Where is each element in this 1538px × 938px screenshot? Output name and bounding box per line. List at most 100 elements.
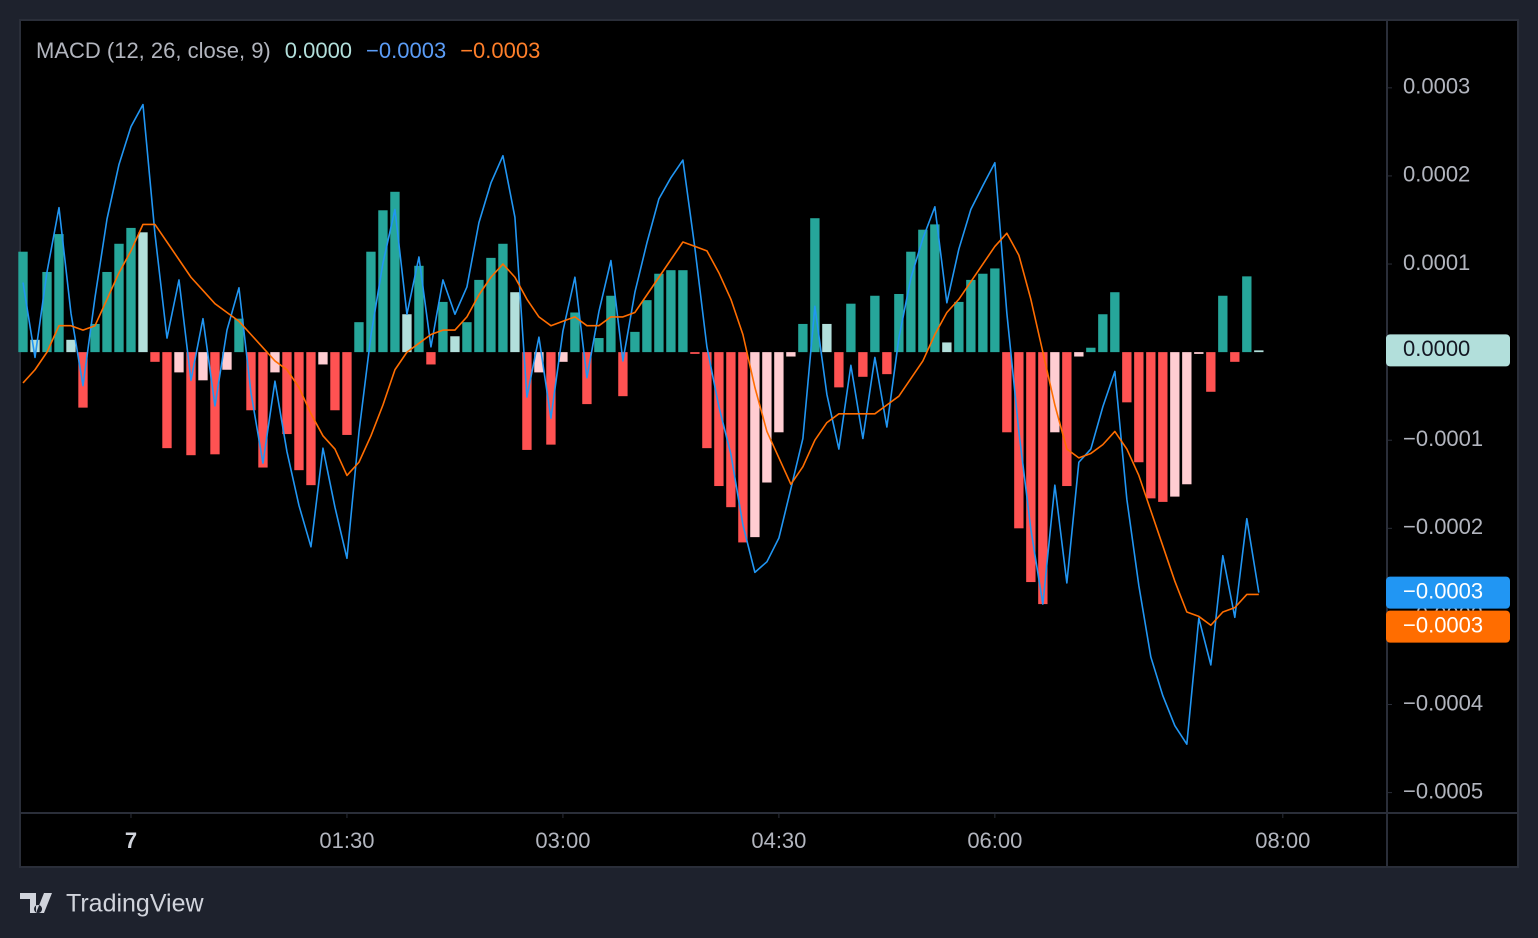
histogram-bar [882,352,892,375]
histogram-bar [858,352,868,377]
histogram-bar [954,301,964,353]
histogram-bar [642,300,652,353]
histogram-bar [366,251,376,353]
histogram-bar [822,323,832,353]
histogram-bar [786,352,796,357]
histogram-bar [930,224,940,353]
y-tick-label: −0.0001 [1403,426,1483,451]
histogram-bar [1026,352,1036,583]
histogram-bar [450,336,460,353]
price-label: −0.0003 [1403,578,1483,603]
histogram-bar [1086,347,1096,353]
histogram-bar [318,352,328,365]
histogram-bar [618,352,628,397]
histogram-bar [402,314,412,353]
histogram-bar [150,352,160,362]
histogram-bar [1254,350,1264,353]
price-label: −0.0003 [1403,612,1483,637]
price-label: 0.0000 [1403,336,1470,361]
legend-histogram-value: 0.0000 [285,38,352,63]
histogram-bar [666,270,676,353]
histogram-bar [222,352,232,370]
histogram-bar [750,352,760,538]
histogram-bar [1002,352,1012,433]
x-tick-label: 04:30 [751,828,806,853]
histogram-bar [738,352,748,543]
x-tick-label: 03:00 [535,828,590,853]
histogram-bar [414,265,424,353]
histogram-bar [702,352,712,449]
histogram-bar [1170,352,1180,497]
histogram-bar [870,295,880,353]
histogram-bar [678,270,688,353]
histogram-bar [438,301,448,353]
brand-name: TradingView [66,890,205,918]
histogram-bar [270,352,280,373]
histogram-bar [1098,314,1108,353]
x-tick-label: 01:30 [319,828,374,853]
histogram-bar [342,352,352,435]
histogram-bar [198,352,208,381]
histogram-bar [102,271,112,353]
histogram-bar [462,322,472,353]
x-tick-label: 06:00 [967,828,1022,853]
legend-signal-value: −0.0003 [460,38,540,63]
y-tick-label: 0.0001 [1403,250,1470,275]
histogram-bar [522,352,532,450]
histogram-bar [1194,352,1204,354]
histogram-bar [114,243,124,353]
histogram-bar [330,352,340,411]
histogram-bar [966,279,976,353]
histogram-bar [18,251,28,353]
price-label-bg [1386,610,1510,643]
histogram-bar [294,352,304,471]
histogram-bar [162,352,172,449]
histogram-bar [186,352,196,456]
histogram-bar [30,339,40,353]
histogram-bar [486,257,496,353]
histogram-bar [546,352,556,445]
plot-area [18,103,1264,745]
logo-mark [20,893,52,913]
legend-macd-value: −0.0003 [366,38,446,63]
price-label-bg [1386,576,1510,609]
y-tick-label: −0.0004 [1403,690,1483,715]
histogram-bar [846,303,856,353]
histogram-bar [390,191,400,353]
x-tick-label: 7 [125,828,137,853]
histogram-bar [258,352,268,468]
histogram-bar [654,273,664,353]
histogram-bar [1050,352,1060,433]
histogram-bar [426,352,436,365]
y-tick-label: −0.0002 [1403,514,1483,539]
price-label-bg [1386,334,1510,367]
histogram-bar [906,251,916,353]
histogram-bar [594,338,604,353]
y-tick-label: 0.0002 [1403,162,1470,187]
histogram-bar [126,227,136,353]
histogram-bar [1110,292,1120,353]
histogram-bar [798,323,808,353]
histogram-bar [1230,352,1240,362]
histogram-bar [978,273,988,353]
legend: MACD (12, 26, close, 9) 0.0000 −0.0003 −0.0… [36,38,540,63]
histogram-bar [354,322,364,353]
histogram-bar [834,352,844,388]
histogram-bar [762,352,772,483]
histogram-bar [558,352,568,362]
line-series [22,223,1259,627]
histogram-bar [498,243,508,353]
histogram-bar [54,234,64,353]
histogram-bar [1182,352,1192,485]
y-tick-label: −0.0005 [1403,778,1483,803]
histogram-bar [810,218,820,353]
histogram-bar [1146,352,1156,499]
histogram-bar [570,312,580,353]
histogram-bar [1074,352,1084,357]
histogram-bar [630,331,640,353]
histogram-bar [378,210,388,353]
histogram-bar [1206,352,1216,392]
histogram-bar [774,352,784,433]
